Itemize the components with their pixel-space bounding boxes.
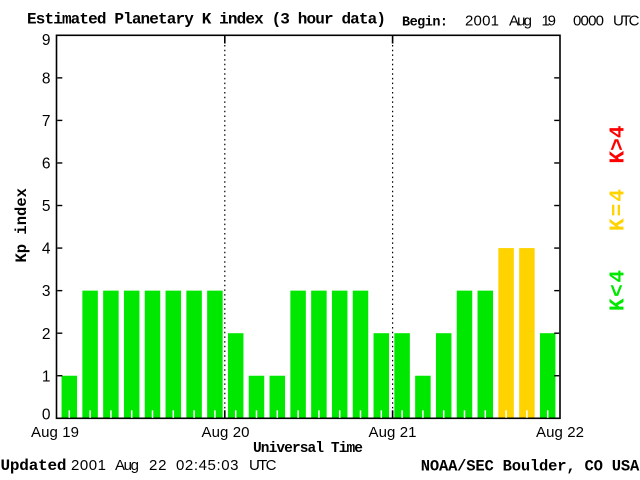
svg-text:Universal Time: Universal Time bbox=[253, 441, 363, 457]
svg-text:K=4: K=4 bbox=[608, 189, 631, 231]
svg-text:Aug 22: Aug 22 bbox=[536, 424, 584, 441]
svg-text:3: 3 bbox=[42, 283, 51, 300]
svg-text:Aug 21: Aug 21 bbox=[369, 424, 417, 441]
svg-text:2: 2 bbox=[42, 326, 51, 343]
svg-text:1: 1 bbox=[42, 368, 51, 385]
svg-text:K>4: K>4 bbox=[608, 126, 631, 164]
svg-text:9: 9 bbox=[42, 32, 51, 49]
svg-text:Estimated Planetary K index (3: Estimated Planetary K index (3 hour data… bbox=[27, 11, 386, 29]
svg-text:Begin:: Begin: bbox=[402, 16, 448, 31]
svg-text:5: 5 bbox=[42, 198, 51, 215]
svg-text:4: 4 bbox=[42, 241, 51, 258]
svg-text:NOAA/SEC Boulder, CO USA: NOAA/SEC Boulder, CO USA bbox=[421, 457, 640, 475]
svg-text:Kp index: Kp index bbox=[13, 188, 31, 263]
svg-text:K<4: K<4 bbox=[608, 270, 631, 311]
svg-text:Updated: Updated bbox=[1, 457, 67, 475]
svg-text:6: 6 bbox=[42, 156, 51, 173]
svg-text:8: 8 bbox=[42, 70, 51, 87]
svg-text:7: 7 bbox=[42, 113, 51, 130]
svg-text:0: 0 bbox=[42, 406, 51, 423]
svg-text:Aug 19: Aug 19 bbox=[31, 424, 79, 441]
svg-text:Aug 20: Aug 20 bbox=[202, 424, 250, 441]
